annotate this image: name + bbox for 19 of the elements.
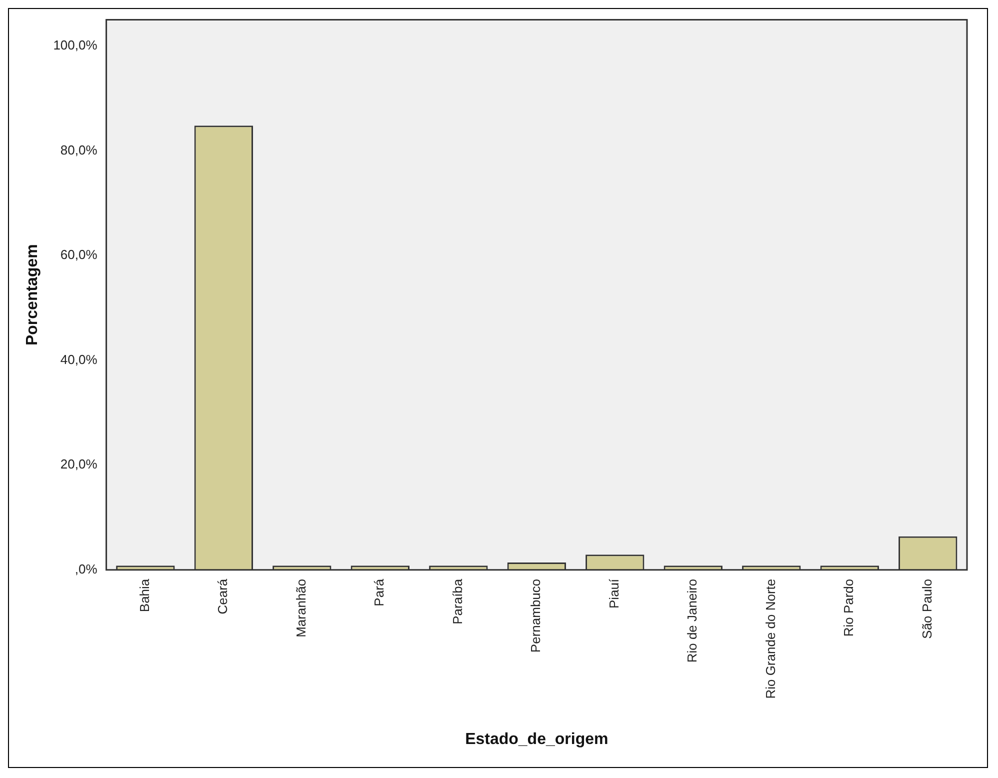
y-tick-label: 60,0% bbox=[60, 247, 98, 262]
y-tick-label: 20,0% bbox=[60, 456, 98, 472]
x-tick-label: Rio Pardo bbox=[841, 578, 856, 637]
x-tick-label: Rio Grande do Norte bbox=[762, 578, 778, 699]
x-axis-title: Estado_de_origem bbox=[465, 730, 608, 748]
x-tick-label: Piauí bbox=[606, 578, 622, 608]
x-tick-label: Ceará bbox=[215, 578, 230, 614]
y-tick-label: 100,0% bbox=[53, 38, 98, 53]
y-tick-label: 80,0% bbox=[60, 142, 98, 158]
x-tick-label: Paraíba bbox=[450, 578, 465, 624]
x-tick-label: Rio de Janeiro bbox=[684, 578, 700, 663]
y-tick-label: 40,0% bbox=[60, 352, 98, 367]
y-tick-label: ,0% bbox=[74, 561, 98, 576]
x-tick-label: Maranhão bbox=[293, 578, 308, 638]
x-tick-label: Bahia bbox=[136, 578, 152, 612]
y-axis-title: Porcentagem bbox=[24, 244, 42, 346]
x-tick-label: Pará bbox=[372, 578, 387, 606]
x-tick-label: Pernambuco bbox=[528, 578, 544, 653]
x-tick-label: São Paulo bbox=[919, 578, 934, 639]
